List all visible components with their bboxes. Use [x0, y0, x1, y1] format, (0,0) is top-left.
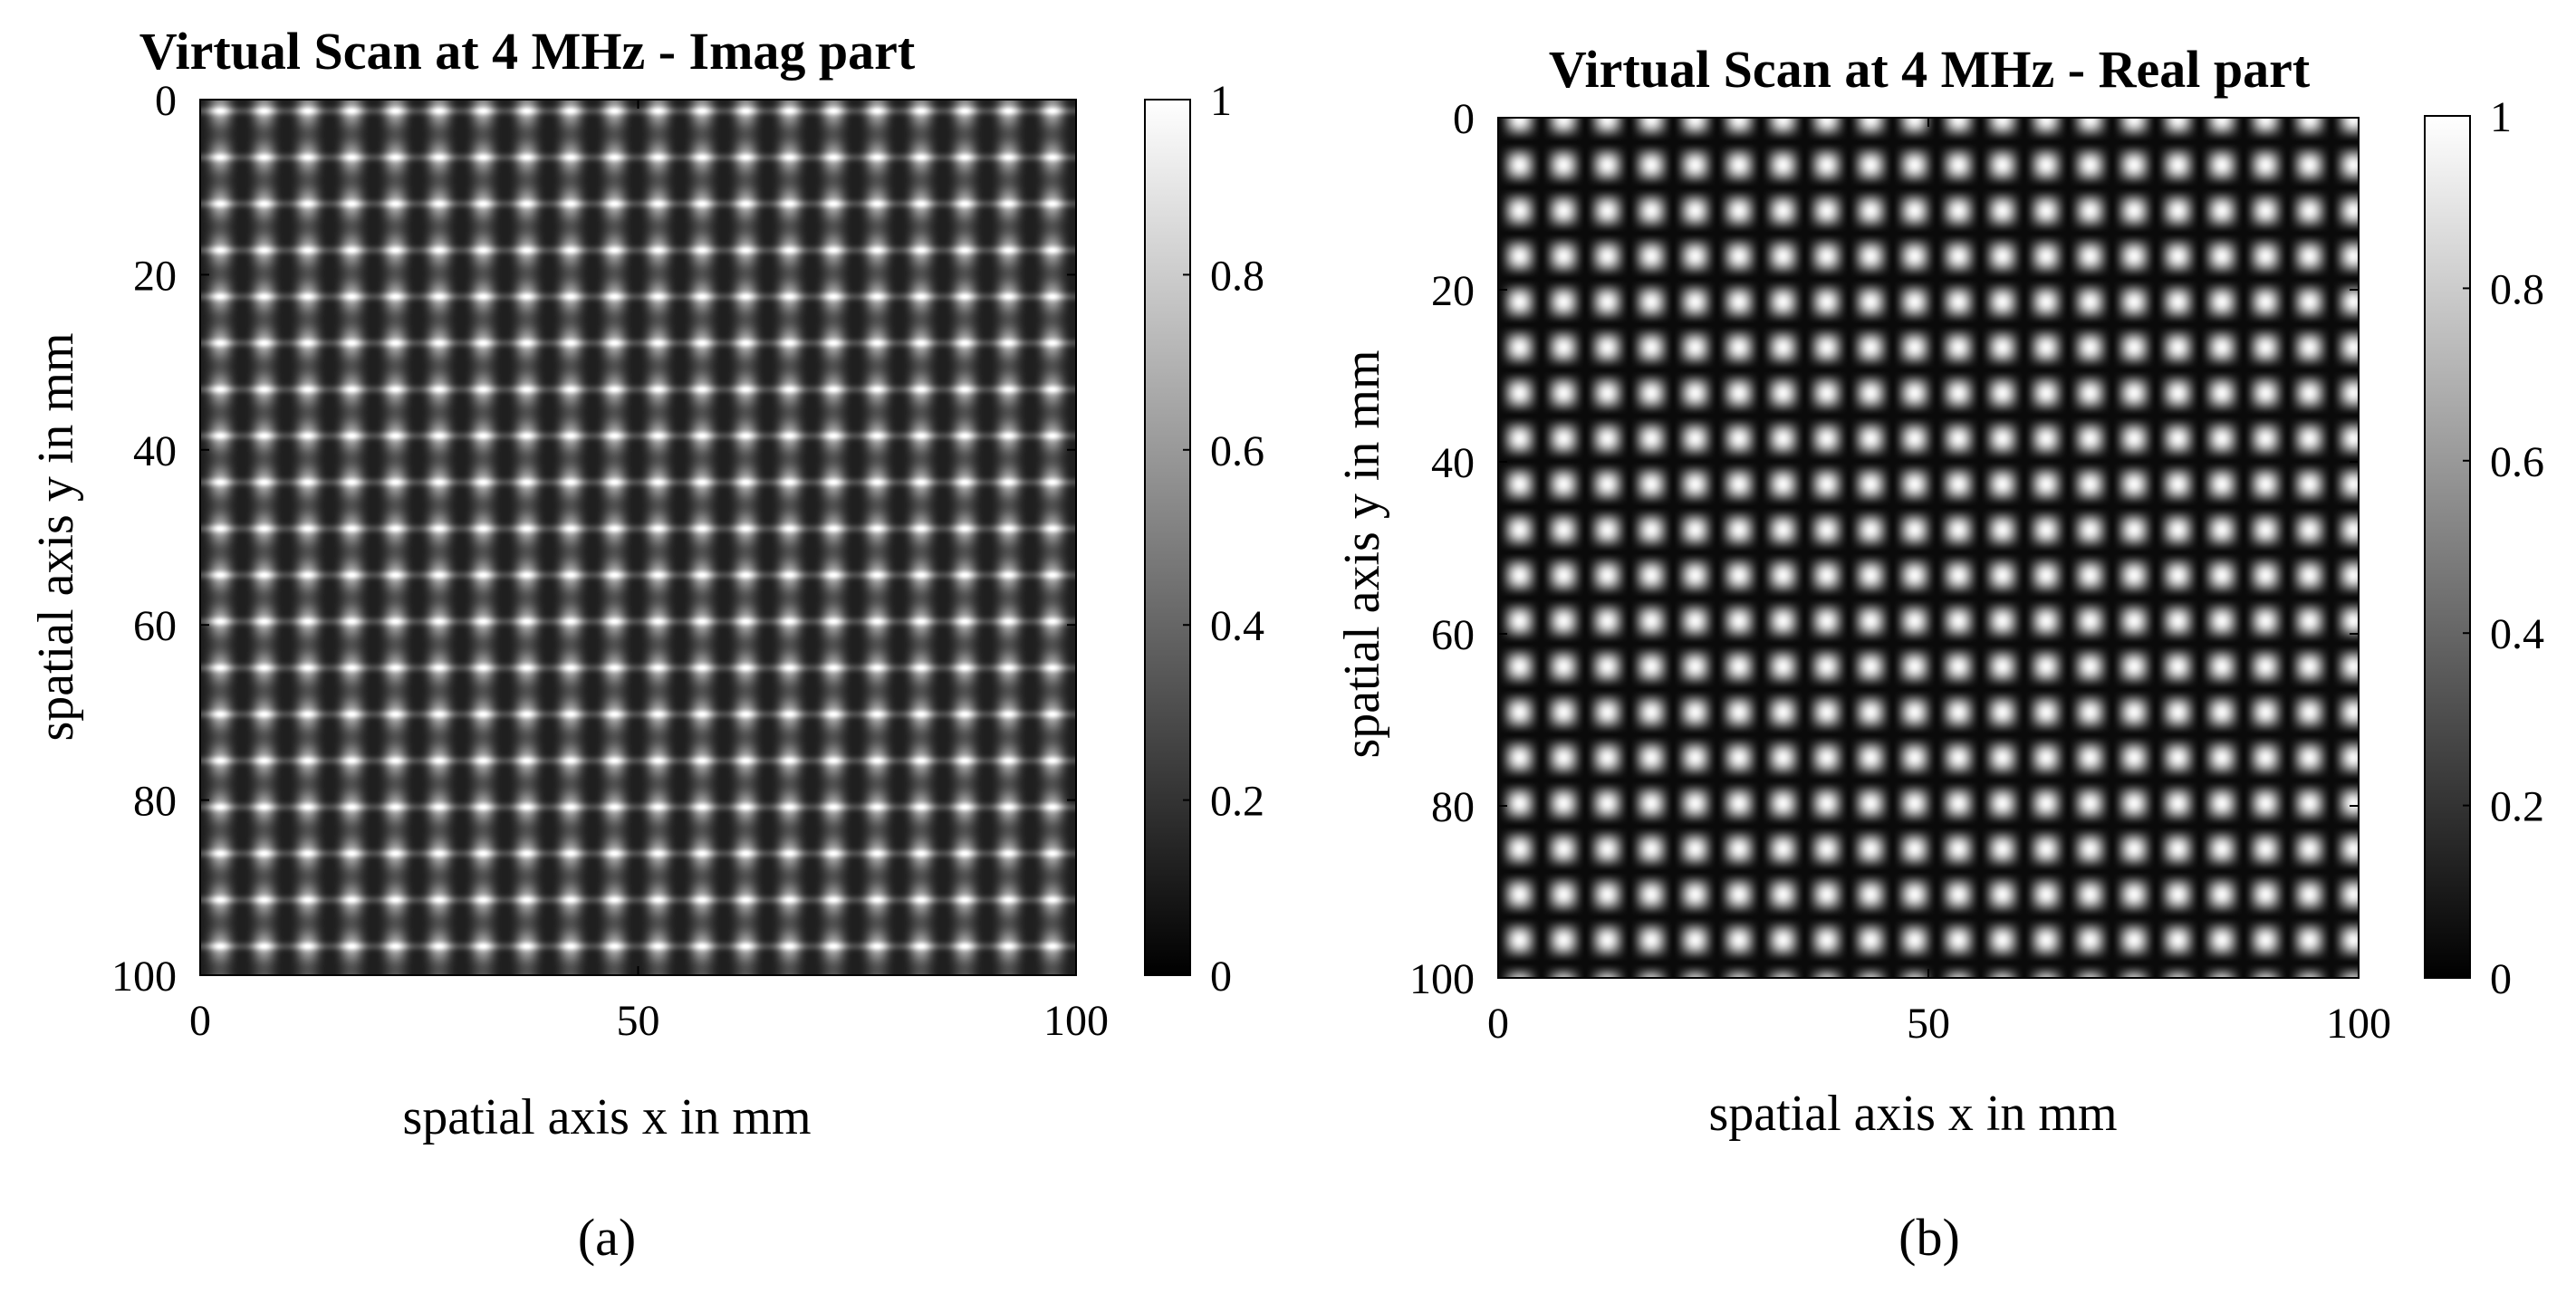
x-tick-label: 50: [617, 997, 660, 1045]
x-axis-label: spatial axis x in mm: [402, 1089, 811, 1145]
y-tick-label: 60: [133, 602, 177, 650]
y-tick-label: 20: [1431, 267, 1475, 315]
panel-a: Virtual Scan at 4 MHz - Imag part 0 50 100…: [28, 22, 1264, 1267]
colorbar-tick-label: 1: [2490, 93, 2512, 141]
x-tick-label: 50: [1907, 1000, 1950, 1048]
chart-title: Virtual Scan at 4 MHz - Real part: [1549, 40, 2311, 99]
colorbar-ticks: 0 0.2 0.4 0.6 0.8 1: [2463, 93, 2544, 1003]
panel-label: (a): [578, 1208, 636, 1267]
x-tick-label: 100: [2326, 1000, 2391, 1048]
y-tick-label: 0: [155, 77, 177, 125]
y-tick-label: 0: [1453, 95, 1475, 143]
x-tick-label: 0: [189, 997, 211, 1045]
colorbar-tick-label: 0: [1210, 953, 1232, 1001]
colorbar: [1144, 99, 1191, 976]
heatmap-canvas: [1498, 118, 2359, 978]
y-axis-ticks: 0 20 40 60 80 100: [111, 77, 1076, 1001]
y-tick-label: 80: [133, 778, 177, 826]
y-axis-label: spatial axis y in mm: [1334, 350, 1390, 758]
colorbar-tick-label: 0.2: [2490, 783, 2544, 831]
chart-title: Virtual Scan at 4 MHz - Imag part: [139, 22, 916, 81]
y-tick-label: 80: [1431, 783, 1475, 831]
panel-b: Virtual Scan at 4 MHz - Real part 0 50 100…: [1334, 40, 2544, 1267]
y-tick-label: 40: [133, 427, 177, 475]
colorbar-tick-label: 1: [1210, 77, 1232, 125]
x-axis-ticks: 0 50 100: [189, 100, 1109, 1045]
heatmap-canvas: [200, 100, 1076, 975]
x-tick-label: 100: [1043, 997, 1109, 1045]
x-axis-ticks: 0 50 100: [1487, 118, 2391, 1048]
colorbar-tick-label: 0.2: [1210, 778, 1264, 826]
y-tick-label: 100: [111, 953, 177, 1001]
x-tick-label: 0: [1487, 1000, 1509, 1048]
colorbar-tick-label: 0.6: [2490, 438, 2544, 486]
colorbar-tick-label: 0.8: [2490, 265, 2544, 313]
y-tick-label: 100: [1409, 955, 1475, 1003]
y-tick-label: 60: [1431, 611, 1475, 659]
y-tick-label: 40: [1431, 439, 1475, 487]
y-axis-ticks: 0 20 40 60 80 100: [1409, 95, 2359, 1003]
heatmap-canvas-wrap: [200, 100, 1076, 975]
y-tick-label: 20: [133, 252, 177, 300]
colorbar-tick-label: 0.4: [2490, 610, 2544, 658]
colorbar-tick-label: 0: [2490, 955, 2512, 1003]
colorbar-tick-label: 0.4: [1210, 602, 1264, 650]
colorbar-tick-label: 0.6: [1210, 427, 1264, 475]
heatmap-canvas-wrap: [1498, 118, 2359, 978]
colorbar-ticks: 0 0.2 0.4 0.6 0.8 1: [1183, 77, 1264, 1001]
colorbar-tick-label: 0.8: [1210, 252, 1264, 300]
colorbar: [2424, 115, 2471, 979]
x-axis-label: spatial axis x in mm: [1708, 1086, 2117, 1142]
panel-label: (b): [1898, 1208, 1960, 1267]
y-axis-label: spatial axis y in mm: [28, 332, 84, 741]
